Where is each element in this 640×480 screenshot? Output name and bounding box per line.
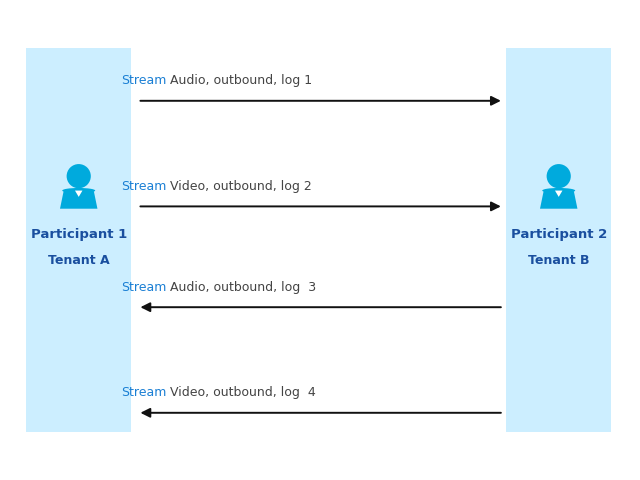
Text: Stream: Stream	[121, 180, 166, 193]
Ellipse shape	[67, 164, 91, 188]
FancyBboxPatch shape	[506, 48, 611, 432]
Text: Stream: Stream	[121, 386, 166, 399]
Text: Participant 1: Participant 1	[31, 228, 127, 241]
FancyBboxPatch shape	[26, 48, 131, 432]
Text: Tenant A: Tenant A	[48, 254, 109, 267]
Ellipse shape	[547, 164, 571, 188]
Polygon shape	[75, 191, 83, 197]
Polygon shape	[555, 191, 563, 197]
Ellipse shape	[542, 188, 575, 193]
Text: Participant 2: Participant 2	[511, 228, 607, 241]
Polygon shape	[540, 191, 577, 209]
Text: Audio, outbound, log 1: Audio, outbound, log 1	[170, 74, 312, 87]
Text: Video, outbound, log 2: Video, outbound, log 2	[170, 180, 311, 193]
Text: Stream: Stream	[121, 281, 166, 294]
Ellipse shape	[62, 188, 95, 193]
Text: Video, outbound, log  4: Video, outbound, log 4	[170, 386, 316, 399]
Text: Audio, outbound, log  3: Audio, outbound, log 3	[170, 281, 316, 294]
Text: Tenant B: Tenant B	[528, 254, 589, 267]
Text: Stream: Stream	[121, 74, 166, 87]
Polygon shape	[60, 191, 97, 209]
